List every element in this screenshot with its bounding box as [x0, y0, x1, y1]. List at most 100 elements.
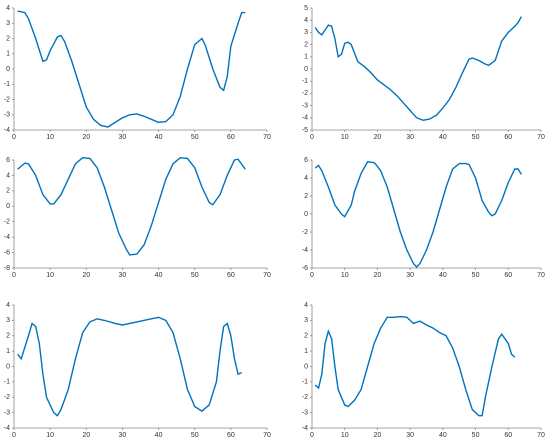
y-tick-label: -3: [4, 112, 10, 119]
x-tick-label: 30: [406, 272, 414, 279]
y-tick-label: -2: [4, 219, 10, 226]
data-line: [314, 16, 522, 121]
x-tick-label: 10: [46, 272, 54, 279]
x-tick-label: 30: [119, 432, 127, 439]
x-tick-label: 20: [82, 272, 90, 279]
x-tick-label: 60: [227, 134, 235, 141]
x-tick-label: 10: [341, 134, 349, 141]
y-tick-label: -4: [4, 425, 10, 432]
x-tick-label: 40: [155, 432, 163, 439]
x-tick-label: 20: [374, 272, 382, 279]
y-tick-label: 4: [304, 175, 308, 182]
y-tick-label: 2: [304, 41, 308, 48]
y-tick-label: -6: [302, 265, 308, 272]
y-tick-label: 1: [6, 51, 10, 58]
x-tick-label: 20: [374, 432, 382, 439]
data-line: [314, 315, 516, 417]
y-tick-label: -8: [4, 265, 10, 272]
x-tick-label: 50: [472, 134, 480, 141]
y-tick-label: -4: [302, 425, 308, 432]
x-tick-label: 10: [46, 134, 54, 141]
x-tick-label: 0: [12, 432, 16, 439]
data-line: [17, 156, 246, 256]
x-tick-label: 50: [472, 432, 480, 439]
y-tick-label: 4: [6, 302, 10, 309]
x-tick-label: 70: [263, 432, 271, 439]
y-tick-label: -1: [4, 379, 10, 386]
x-tick-label: 10: [46, 432, 54, 439]
y-tick-label: -1: [4, 81, 10, 88]
y-tick-label: -3: [302, 102, 308, 109]
x-tick-label: 60: [227, 272, 235, 279]
x-tick-label: 30: [119, 134, 127, 141]
x-tick-label: 50: [191, 432, 199, 439]
y-tick-label: 2: [6, 188, 10, 195]
x-tick-label: 0: [12, 272, 16, 279]
y-tick-label: 0: [6, 66, 10, 73]
y-tick-label: -2: [4, 394, 10, 401]
y-tick-label: -4: [302, 115, 308, 122]
data-line: [17, 316, 242, 417]
y-tick-label: 2: [304, 193, 308, 200]
x-tick-label: 50: [191, 272, 199, 279]
y-tick-label: 4: [304, 302, 308, 309]
x-tick-label: 30: [406, 432, 414, 439]
x-tick-label: 40: [439, 134, 447, 141]
y-tick-label: 5: [304, 5, 308, 12]
x-tick-label: 0: [12, 134, 16, 141]
x-tick-label: 50: [472, 272, 480, 279]
y-tick-label: -4: [302, 247, 308, 254]
x-tick-label: 0: [310, 272, 314, 279]
x-tick-label: 40: [155, 134, 163, 141]
y-tick-label: 0: [304, 66, 308, 73]
y-tick-label: -5: [302, 127, 308, 134]
y-tick-label: -3: [4, 409, 10, 416]
y-tick-label: 0: [304, 211, 308, 218]
y-tick-label: 1: [304, 54, 308, 61]
y-tick-label: 2: [6, 333, 10, 340]
y-tick-label: 2: [304, 333, 308, 340]
x-tick-label: 10: [341, 272, 349, 279]
x-tick-label: 60: [504, 272, 512, 279]
x-tick-label: 30: [119, 272, 127, 279]
x-tick-label: 20: [82, 432, 90, 439]
y-tick-label: -1: [302, 78, 308, 85]
y-tick-label: 3: [304, 29, 308, 36]
x-tick-label: 70: [263, 134, 271, 141]
x-tick-label: 0: [310, 134, 314, 141]
y-tick-label: -3: [302, 409, 308, 416]
x-tick-label: 30: [406, 134, 414, 141]
x-tick-label: 70: [537, 432, 545, 439]
y-tick-label: 0: [6, 203, 10, 210]
y-tick-label: 3: [6, 20, 10, 27]
y-tick-label: 4: [6, 5, 10, 12]
x-tick-label: 70: [537, 134, 545, 141]
x-tick-label: 10: [341, 432, 349, 439]
y-tick-label: -2: [302, 229, 308, 236]
y-tick-label: 0: [304, 363, 308, 370]
x-tick-label: 0: [310, 432, 314, 439]
x-tick-label: 20: [82, 134, 90, 141]
y-tick-label: 1: [6, 348, 10, 355]
y-tick-label: -4: [4, 127, 10, 134]
y-tick-label: 4: [304, 17, 308, 24]
y-tick-label: -2: [4, 96, 10, 103]
y-tick-label: 0: [6, 363, 10, 370]
x-tick-label: 70: [263, 272, 271, 279]
x-tick-label: 60: [504, 134, 512, 141]
y-tick-label: -2: [302, 90, 308, 97]
x-tick-label: 50: [191, 134, 199, 141]
x-tick-label: 40: [439, 432, 447, 439]
y-tick-label: 1: [304, 348, 308, 355]
y-tick-label: -2: [302, 394, 308, 401]
x-tick-label: 40: [155, 272, 163, 279]
data-line: [314, 161, 522, 269]
x-tick-label: 60: [504, 432, 512, 439]
x-tick-label: 60: [227, 432, 235, 439]
y-tick-label: -1: [302, 379, 308, 386]
x-tick-label: 40: [439, 272, 447, 279]
y-tick-label: 6: [304, 157, 308, 164]
x-tick-label: 20: [374, 134, 382, 141]
y-tick-label: 6: [6, 157, 10, 164]
